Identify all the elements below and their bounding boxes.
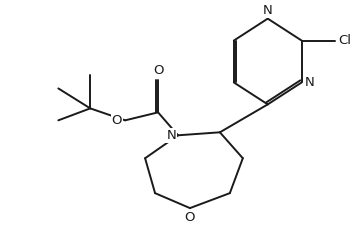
Text: O: O — [185, 211, 195, 224]
Text: O: O — [153, 64, 163, 77]
Text: N: N — [305, 76, 315, 89]
Text: Cl: Cl — [338, 34, 352, 47]
Text: N: N — [263, 4, 273, 17]
Text: O: O — [112, 114, 122, 127]
Text: N: N — [166, 129, 176, 142]
